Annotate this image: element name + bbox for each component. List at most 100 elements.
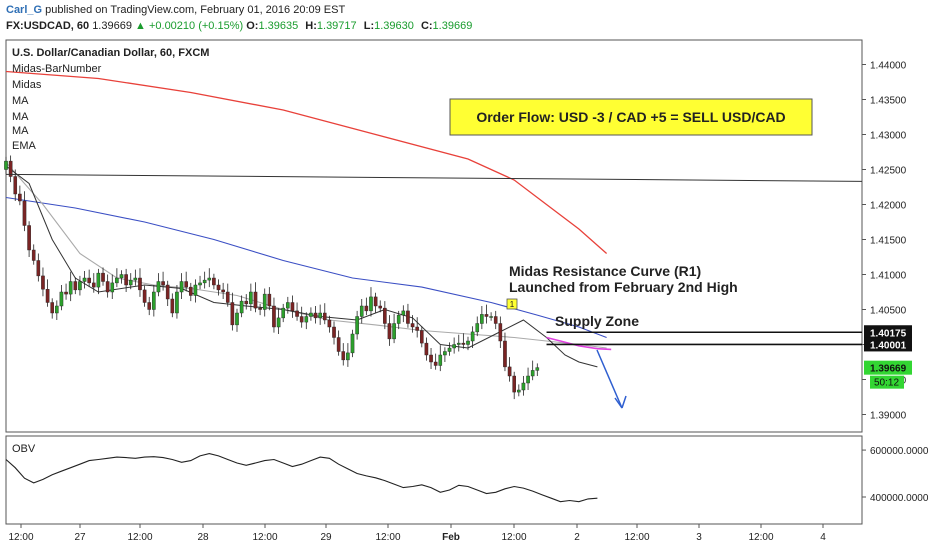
annotations[interactable]: Order Flow: USD -3 / CAD +5 = SELL USD/C… xyxy=(449,98,813,329)
price-tick-label: 1.39000 xyxy=(870,411,907,422)
candle-body xyxy=(429,354,433,363)
candle-body xyxy=(4,160,8,170)
legend-item[interactable]: Midas xyxy=(12,79,42,91)
price-tick-label: 1.42500 xyxy=(870,166,907,177)
ma-blue-line xyxy=(5,196,607,339)
time-tick-label: 12:00 xyxy=(375,532,400,543)
price-tick-label: 1.43000 xyxy=(870,131,907,142)
ohlc-open-key: O: xyxy=(246,20,259,32)
candle-body xyxy=(313,312,318,319)
price-label-badge xyxy=(864,337,912,352)
candle-body xyxy=(147,302,152,310)
candle-body xyxy=(456,342,461,345)
time-tick-label: 3 xyxy=(696,532,702,543)
candle-body xyxy=(420,330,424,344)
candle-body xyxy=(322,312,327,321)
ohlc-high-key: H: xyxy=(305,20,317,32)
ohlc-low-value: 1.39630 xyxy=(374,20,414,32)
price-tick-label: 1.41000 xyxy=(870,271,907,282)
midas-curve-line xyxy=(546,336,612,351)
obv-line xyxy=(5,453,598,503)
candle-body xyxy=(253,291,258,309)
time-tick-label: 12:00 xyxy=(501,532,526,543)
candle-body xyxy=(68,281,73,295)
up-arrow-icon: ▲ xyxy=(135,20,146,32)
time-axis[interactable]: 12:00 27 12:00 28 12:00 29 12:00 Feb 12:00 2 12:00… xyxy=(8,524,826,543)
candle-body xyxy=(443,351,447,356)
candle-body xyxy=(336,337,341,352)
legend-item[interactable]: MA xyxy=(12,95,29,107)
time-tick-label: 12:00 xyxy=(624,532,649,543)
candle-body xyxy=(55,305,59,314)
countdown-text: 50:12 xyxy=(874,378,899,389)
candle-body xyxy=(8,160,13,177)
candle-body xyxy=(364,305,369,312)
candle-body xyxy=(424,342,429,356)
candle-body xyxy=(96,272,101,288)
ema-line xyxy=(5,165,598,368)
candle-body xyxy=(27,225,31,251)
candle-body xyxy=(156,281,161,293)
ma-red-line xyxy=(5,70,608,254)
candle-body xyxy=(230,302,235,326)
candle-body xyxy=(452,344,456,349)
candle-body xyxy=(447,347,452,352)
legend-item[interactable]: MA xyxy=(12,111,29,123)
order-flow-box[interactable] xyxy=(449,98,813,136)
publish-line: Carl_G published on TradingView.com, Feb… xyxy=(6,4,345,16)
trend-line[interactable] xyxy=(5,173,863,182)
candle-body xyxy=(369,296,373,312)
candle-body xyxy=(475,323,480,333)
candle-body xyxy=(410,323,415,328)
price-label-text: 1.39669 xyxy=(870,364,907,375)
candle-body xyxy=(216,284,221,291)
candle-body xyxy=(198,282,202,286)
candle-body xyxy=(378,305,383,309)
price-label-badge xyxy=(864,325,912,340)
main-pane-border xyxy=(5,39,863,433)
candle-body xyxy=(396,314,401,324)
legend-item[interactable]: Midas-BarNumber xyxy=(12,63,102,75)
drawing-tools[interactable] xyxy=(5,173,863,409)
candle-body xyxy=(521,382,526,391)
midas-marker-box[interactable] xyxy=(506,298,518,310)
midas-launch-label: Launched from February 2nd High xyxy=(509,279,738,295)
candle-body xyxy=(503,340,507,368)
ohlc-close-key: C: xyxy=(420,20,433,32)
candle-body xyxy=(373,296,378,307)
candle-body xyxy=(498,323,503,342)
time-tick-label: 27 xyxy=(74,532,86,543)
candle-body xyxy=(530,370,535,377)
candle-body xyxy=(179,281,184,293)
candle-body xyxy=(281,307,286,319)
legend-item[interactable]: MA xyxy=(12,125,29,137)
candle-body xyxy=(466,340,470,345)
candle-body xyxy=(304,316,309,323)
ohlc-values: O:1.39635 H:1.39717 L:1.39630 C:1.39669 xyxy=(246,20,476,32)
symbol-label: FX:USDCAD, 60 xyxy=(6,20,90,32)
publish-info: published on TradingView.com, February 0… xyxy=(45,4,346,16)
candle-body xyxy=(295,310,299,317)
candle-body xyxy=(101,272,105,282)
time-tick-label: 2 xyxy=(574,532,580,543)
obv-tick-label: 400000.0000 xyxy=(870,493,929,504)
candle-body xyxy=(188,286,193,296)
time-tick-label: 29 xyxy=(320,532,332,543)
candle-body xyxy=(480,314,484,324)
author-link[interactable]: Carl_G xyxy=(6,4,43,16)
candle-body xyxy=(535,367,540,371)
candle-body xyxy=(152,291,156,310)
obv-title: OBV xyxy=(12,443,36,455)
candle-body xyxy=(318,312,322,319)
candle-body xyxy=(142,289,147,303)
obv-pane-border xyxy=(5,435,863,525)
sell-arrow-line[interactable] xyxy=(596,349,623,409)
candle-body xyxy=(272,305,276,328)
price-axis[interactable]: 1.44000 1.43500 1.43000 1.42500 1.42000 1.415… xyxy=(862,61,929,505)
indicator-legend: U.S. Dollar/Canadian Dollar, 60, FXCM Mi… xyxy=(12,47,209,152)
candle-body xyxy=(91,282,96,288)
legend-item[interactable]: EMA xyxy=(12,140,37,152)
candle-body xyxy=(346,352,350,361)
ohlc-high-value: 1.39717 xyxy=(316,20,357,32)
